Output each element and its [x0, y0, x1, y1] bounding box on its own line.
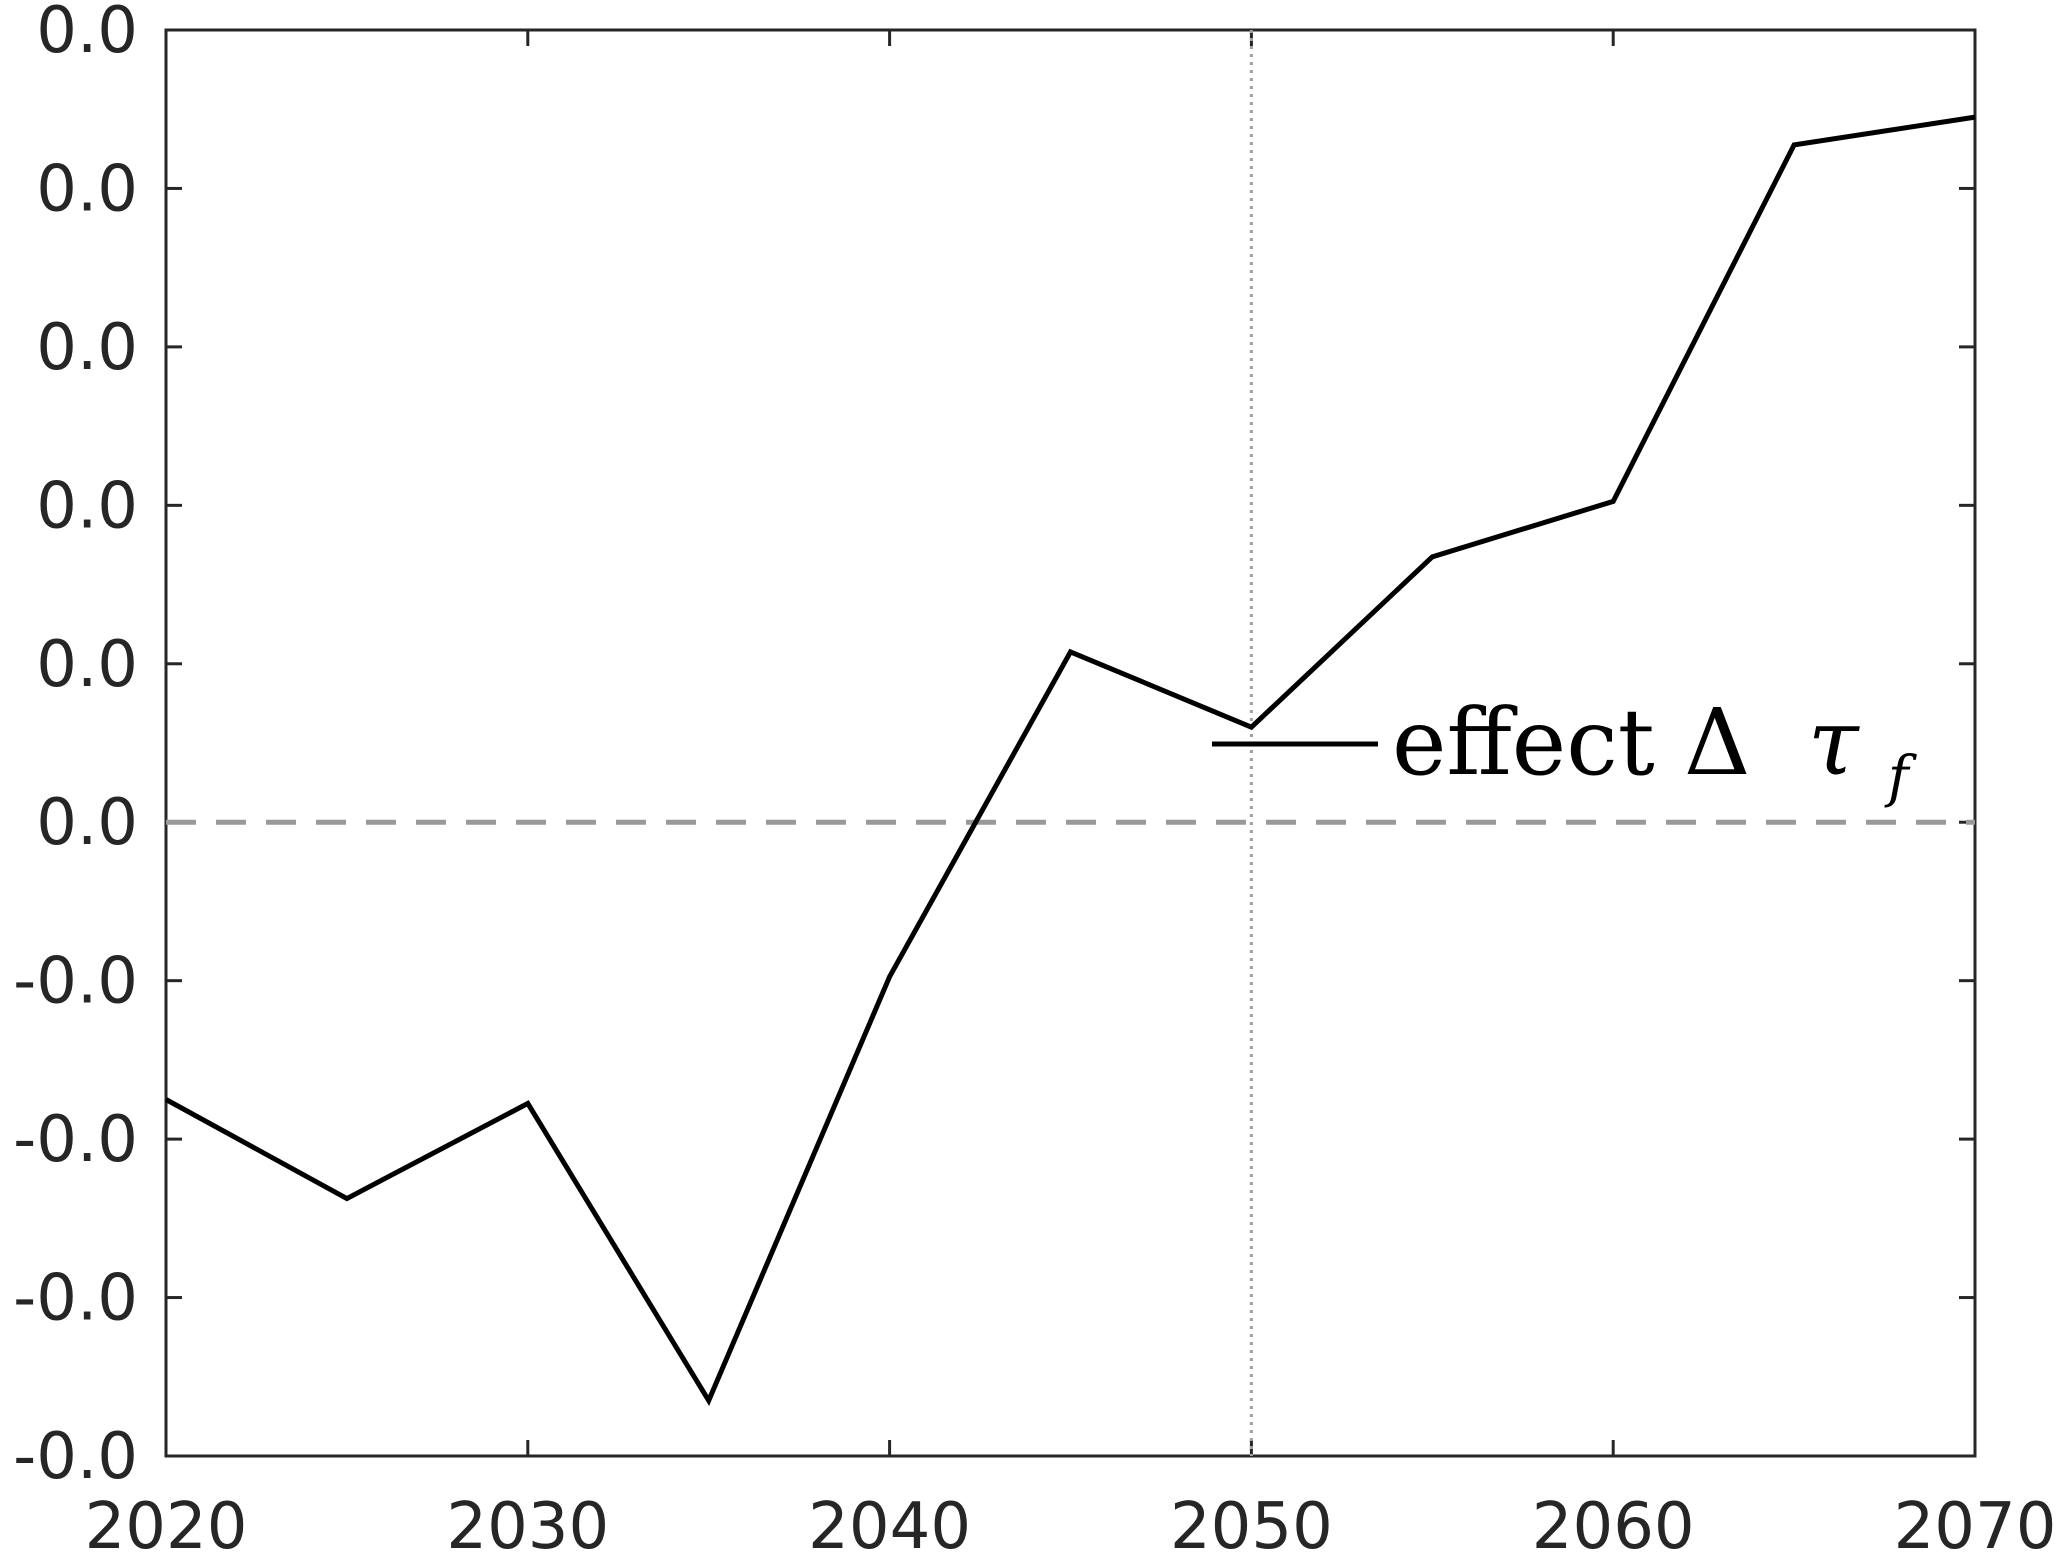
y-tick-labels: 0.0 0.0 0.0 0.0 0.0 0.0 -0.0 -0.0 -0.0 -0.0	[13, 0, 138, 1494]
y-tick-label: 0.0	[36, 786, 138, 860]
y-tick-label: -0.0	[13, 1103, 138, 1177]
x-tick-label: 2070	[1894, 1490, 2057, 1554]
legend: effect Δ τ f	[1212, 689, 1918, 810]
x-tick-labels: 2020 2030 2040 2050 2060 2070	[85, 1490, 2057, 1554]
axes-frame	[164, 28, 1977, 1458]
x-tick-label: 2060	[1532, 1490, 1695, 1554]
y-tick-label: -0.0	[13, 1262, 138, 1336]
data-series	[164, 114, 1976, 1406]
y-tick-label: -0.0	[13, 945, 138, 1019]
y-tick-label: -0.0	[13, 1420, 138, 1494]
x-tick-label: 2040	[808, 1490, 971, 1554]
legend-label-symbol: τ	[1808, 689, 1861, 796]
y-tick-label: 0.0	[36, 628, 138, 702]
y-tick-label: 0.0	[36, 152, 138, 226]
y-tick-label: 0.0	[36, 311, 138, 385]
x-tick-label: 2030	[446, 1490, 609, 1554]
legend-label-subscript: f	[1884, 745, 1918, 810]
y-tick-label: 0.0	[36, 0, 138, 68]
x-tick-label: 2050	[1170, 1490, 1333, 1554]
legend-label: effect Δ τ f	[1392, 689, 1918, 810]
y-tick-label: 0.0	[36, 469, 138, 543]
plot-area	[164, 28, 1977, 1458]
x-tick-label: 2020	[85, 1490, 248, 1554]
legend-label-main: effect Δ	[1392, 689, 1750, 796]
